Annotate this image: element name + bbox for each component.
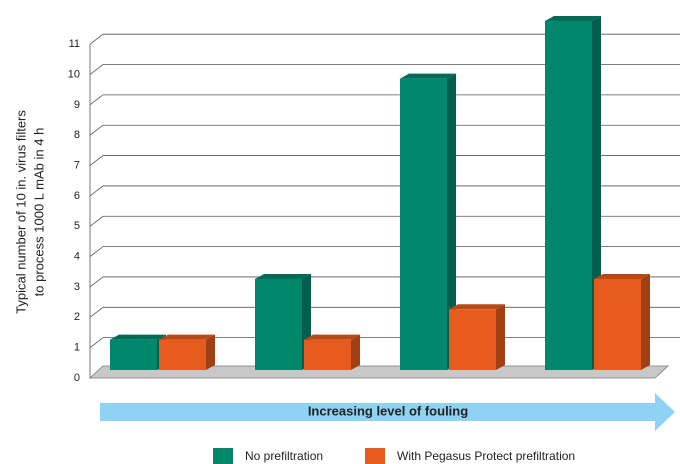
y-tick-label: 3 bbox=[74, 281, 80, 293]
bar bbox=[304, 339, 351, 370]
y-tick-label: 4 bbox=[74, 251, 80, 263]
arrow-label: Increasing level of fouling bbox=[308, 403, 468, 418]
bar bbox=[110, 339, 157, 370]
grid-line bbox=[89, 64, 680, 75]
bar-top bbox=[545, 16, 601, 21]
y-tick-label: 0 bbox=[74, 372, 80, 384]
bar bbox=[255, 278, 302, 370]
bar bbox=[545, 21, 592, 370]
bar-side bbox=[351, 334, 360, 370]
bar-side bbox=[447, 73, 456, 370]
y-tick-label: 7 bbox=[74, 159, 80, 171]
legend-swatch bbox=[365, 448, 385, 464]
bar-top bbox=[594, 273, 650, 279]
y-tick-label: 5 bbox=[74, 220, 80, 232]
y-tick-label: 1 bbox=[74, 342, 80, 354]
bar-side bbox=[641, 273, 650, 370]
y-tick-label: 11 bbox=[69, 38, 80, 50]
grid-line bbox=[89, 246, 680, 257]
y-tick-label: 10 bbox=[68, 68, 80, 80]
y-axis-label: to process 1000 L mAb in 4 h bbox=[31, 128, 46, 297]
bar-top bbox=[255, 273, 311, 279]
bar bbox=[594, 278, 641, 370]
y-tick-label: 6 bbox=[74, 190, 80, 202]
grid-line bbox=[89, 94, 680, 106]
grid-line bbox=[89, 155, 680, 166]
bar-top bbox=[400, 73, 456, 79]
grid-line bbox=[89, 276, 680, 288]
grid-line bbox=[89, 124, 680, 136]
y-tick-label: 9 bbox=[74, 99, 80, 111]
legend-swatch bbox=[213, 448, 233, 464]
bar-top bbox=[304, 334, 360, 340]
legend-label: With Pegasus Protect prefiltration bbox=[397, 449, 575, 463]
fouling-arrow bbox=[100, 393, 675, 431]
y-axis-label: Typical number of 10 in. virus filters bbox=[13, 110, 28, 314]
bar-side bbox=[496, 304, 505, 370]
floor bbox=[88, 365, 670, 379]
bar-top bbox=[449, 304, 505, 310]
grid-line bbox=[89, 185, 680, 197]
legend-label: No prefiltration bbox=[245, 449, 323, 463]
grid-line bbox=[89, 215, 680, 227]
bar-top bbox=[159, 334, 215, 340]
bar bbox=[400, 78, 447, 371]
bar bbox=[449, 309, 496, 370]
grid-line bbox=[89, 33, 680, 45]
bar bbox=[159, 339, 206, 370]
bar-top bbox=[110, 334, 166, 340]
bar-side bbox=[206, 334, 215, 370]
y-tick-label: 8 bbox=[74, 129, 80, 141]
y-tick-label: 2 bbox=[74, 311, 80, 323]
